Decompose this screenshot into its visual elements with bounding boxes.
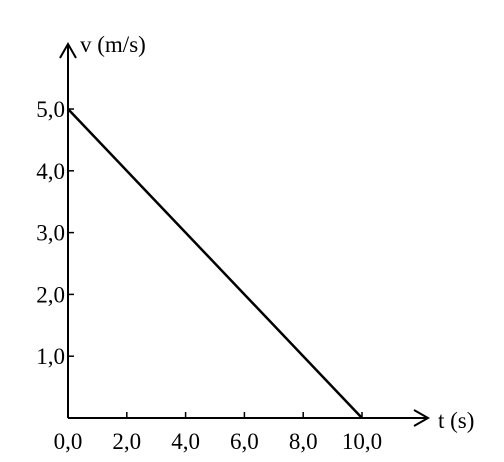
y-axis-arrow — [59, 41, 77, 59]
x-tick-label: 8,0 — [289, 429, 318, 454]
x-tick-label: 4,0 — [171, 429, 200, 454]
y-tick-label: 3,0 — [36, 221, 65, 246]
x-tick-label: 2,0 — [112, 429, 141, 454]
x-axis-label: t (s) — [438, 408, 474, 433]
x-axis-arrow — [413, 409, 431, 427]
y-ticks: 1,0 2,0 3,0 4,0 5,0 — [36, 97, 74, 369]
y-tick-label: 2,0 — [36, 282, 65, 307]
x-tick-label: 10,0 — [342, 429, 382, 454]
x-tick-label: 0,0 — [54, 429, 83, 454]
y-axis-label: v (m/s) — [80, 32, 146, 57]
series-layer — [67, 108, 363, 419]
x-ticks: 0,0 2,0 4,0 6,0 8,0 10,0 — [54, 412, 382, 454]
y-tick-label: 1,0 — [36, 344, 65, 369]
y-tick-label: 5,0 — [36, 97, 65, 122]
series-line — [67, 108, 363, 419]
x-tick-label: 6,0 — [230, 429, 259, 454]
y-tick-label: 4,0 — [36, 159, 65, 184]
